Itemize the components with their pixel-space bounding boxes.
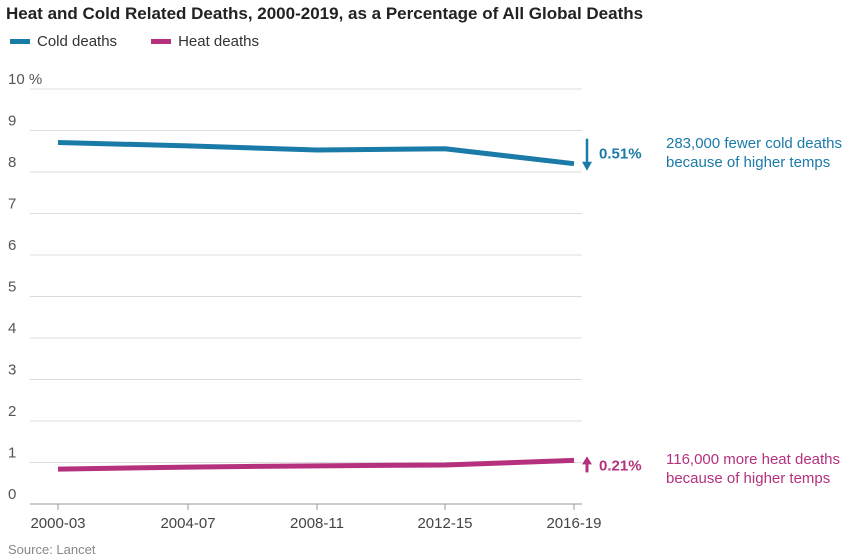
change-label-0: 0.51% — [599, 146, 642, 163]
y-tick-label-1: 1 — [8, 445, 16, 462]
series-line-1 — [57, 457, 575, 472]
legend-swatch-heat — [151, 39, 172, 44]
legend: Cold deaths Heat deaths — [10, 33, 259, 50]
chart-title: Heat and Cold Related Deaths, 2000-2019,… — [6, 4, 644, 23]
change-arrow-head-0 — [582, 161, 592, 171]
annotation-line1-0: 283,000 fewer cold deaths — [666, 135, 842, 152]
source-note: Source: Lancet — [8, 542, 96, 557]
y-tick-label-3: 3 — [8, 362, 16, 379]
y-tick-label-8: 8 — [8, 154, 16, 171]
x-tick-label-4: 2016-19 — [546, 515, 601, 532]
legend-item-cold: Cold deaths — [10, 33, 117, 50]
y-tick-label-2: 2 — [8, 403, 16, 420]
y-tick-label-7: 7 — [8, 196, 16, 213]
legend-swatch-cold — [10, 39, 30, 44]
y-tick-label-10: 10 % — [8, 71, 42, 88]
change-arrow-head-1 — [582, 456, 592, 465]
annotation-line1-1: 116,000 more heat deaths — [666, 451, 840, 468]
annotation-line2-1: because of higher temps — [666, 470, 830, 487]
legend-label-cold: Cold deaths — [37, 33, 118, 50]
legend-item-heat: Heat deaths — [151, 33, 259, 50]
x-tick-label-2: 2008-11 — [290, 515, 344, 532]
y-tick-label-0: 0 — [8, 486, 16, 503]
y-tick-label-5: 5 — [8, 279, 16, 296]
x-tick-label-3: 2012-15 — [417, 515, 472, 532]
change-label-1: 0.21% — [599, 457, 642, 474]
annotation-line2-0: because of higher temps — [666, 154, 830, 171]
x-tick-label-1: 2004-07 — [160, 515, 215, 532]
series-line-0 — [57, 140, 575, 167]
x-tick-label-0: 2000-03 — [30, 515, 85, 532]
y-tick-label-4: 4 — [8, 320, 16, 337]
y-tick-label-6: 6 — [8, 237, 16, 254]
y-tick-label-9: 9 — [8, 113, 16, 130]
legend-label-heat: Heat deaths — [178, 33, 259, 50]
